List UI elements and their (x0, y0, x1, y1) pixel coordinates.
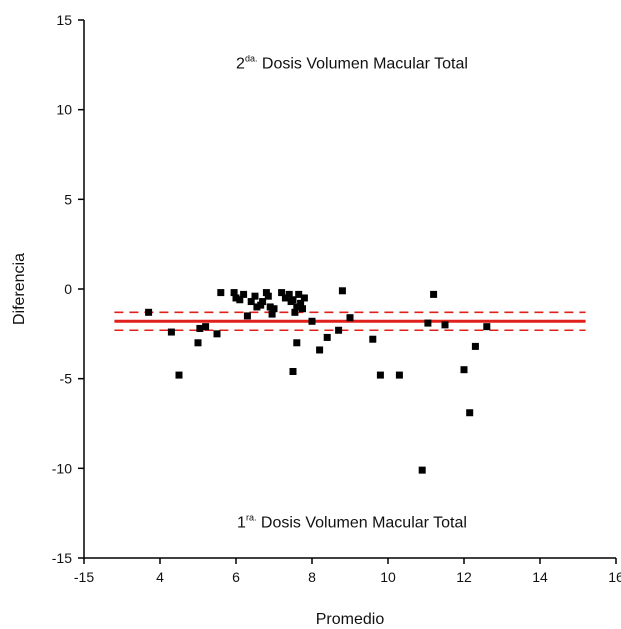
data-point (441, 321, 449, 329)
annotation-top: 2da. Dosis Volumen Macular Total (236, 53, 468, 72)
data-point (262, 289, 270, 297)
data-point (471, 342, 479, 350)
x-tick-label: 8 (308, 569, 316, 585)
y-axis-title: Diferencia (11, 253, 28, 325)
data-point (232, 294, 240, 302)
x-tick-label: 6 (232, 569, 240, 585)
data-point (316, 346, 324, 354)
y-tick-label: -15 (52, 550, 72, 566)
data-point (264, 292, 272, 300)
data-point (243, 312, 251, 320)
annotation-bottom-text: Dosis Volumen Macular Total (256, 515, 466, 532)
data-point (278, 289, 286, 297)
data-point (266, 303, 274, 311)
annotation-top-sup: da. (245, 53, 258, 63)
data-point (236, 296, 244, 304)
x-tick-label: 16 (608, 569, 621, 585)
y-tick-label: 10 (56, 102, 72, 118)
data-point (376, 371, 384, 379)
data-point (268, 310, 276, 318)
data-point (293, 303, 301, 311)
reference-lines (114, 311, 586, 332)
data-point (196, 324, 204, 332)
data-point (270, 305, 278, 313)
data-point (253, 303, 261, 311)
data-point (240, 290, 248, 298)
data-point (299, 305, 306, 313)
annotation-bottom-prefix: 1 (237, 515, 246, 532)
data-point (167, 328, 175, 336)
y-tick-label: 5 (64, 191, 72, 207)
x-axis-ticks: -15 4 6 8 10 12 14 16 (74, 558, 621, 585)
data-point (251, 292, 259, 300)
data-point (175, 371, 183, 379)
data-points (145, 287, 491, 474)
data-point (202, 323, 210, 331)
y-tick-label: -5 (60, 371, 73, 387)
annotation-top-text: Dosis Volumen Macular Total (257, 55, 467, 72)
data-point (369, 335, 377, 343)
annotation-bottom-sup: ra. (246, 513, 257, 523)
data-point (308, 317, 316, 325)
data-point (418, 466, 426, 474)
data-point (293, 339, 301, 347)
data-point (230, 289, 238, 297)
data-point (335, 326, 343, 334)
data-point (346, 314, 354, 322)
y-tick-label: 15 (56, 12, 72, 28)
data-point (145, 308, 153, 316)
data-point (424, 319, 432, 327)
x-tick-label: 12 (456, 569, 472, 585)
x-tick-label: 4 (156, 569, 164, 585)
data-point (194, 339, 202, 347)
y-tick-label: -10 (52, 460, 72, 476)
data-point (338, 287, 346, 295)
annotation-top-prefix: 2 (236, 55, 245, 72)
x-tick-label: 10 (380, 569, 396, 585)
data-point (285, 290, 293, 298)
data-point (217, 289, 225, 297)
data-point (395, 371, 403, 379)
annotation-bottom: 1ra. Dosis Volumen Macular Total (237, 513, 467, 532)
data-point (281, 294, 289, 302)
data-point (289, 367, 297, 375)
axes (83, 20, 616, 559)
data-point (460, 366, 468, 374)
data-point (291, 308, 299, 316)
data-point (289, 296, 297, 304)
x-tick-label: 14 (532, 569, 548, 585)
data-point (297, 299, 305, 307)
data-point (323, 333, 331, 341)
x-tick-label: -15 (74, 569, 94, 585)
data-point (466, 409, 474, 417)
data-point (295, 290, 303, 298)
data-point (300, 294, 308, 302)
data-point (259, 298, 267, 306)
data-point (247, 298, 255, 306)
data-point (483, 323, 491, 331)
y-axis-ticks: 15 10 5 0 -5 -10 -15 (52, 12, 84, 566)
y-tick-label: 0 (64, 281, 72, 297)
data-point (430, 290, 438, 298)
data-point (213, 330, 221, 338)
x-axis-title: Promedio (316, 611, 385, 628)
data-point (257, 301, 265, 309)
